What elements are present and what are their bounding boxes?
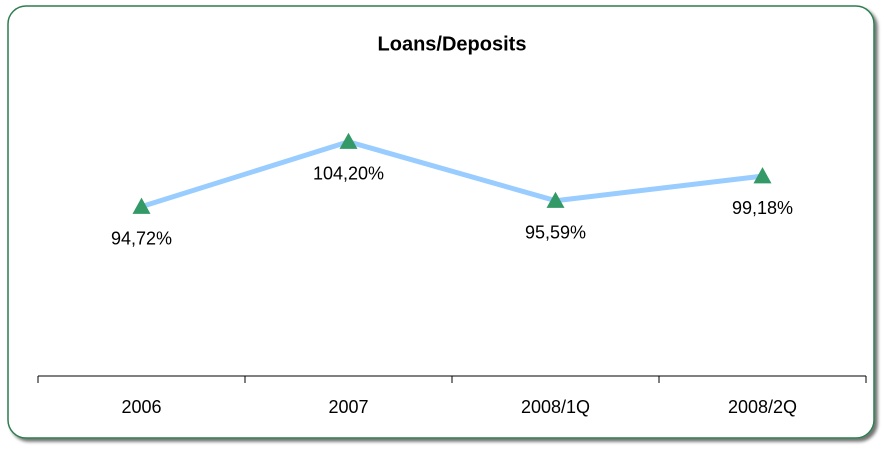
data-marker <box>546 191 565 208</box>
x-tick-label: 2008/1Q <box>521 397 590 417</box>
data-line <box>140 139 763 210</box>
x-tick-label: 2007 <box>328 397 368 417</box>
data-label: 94,72% <box>111 228 172 248</box>
chart-title: Loans/Deposits <box>378 33 527 55</box>
data-marker <box>753 167 772 184</box>
data-marker <box>339 132 358 149</box>
chart-frame <box>7 5 875 439</box>
data-label: 99,18% <box>732 198 793 218</box>
data-marker <box>132 197 151 214</box>
data-label: 95,59% <box>525 222 586 242</box>
data-label: 104,20% <box>313 163 384 183</box>
x-tick-label: 2008/2Q <box>728 397 797 417</box>
x-tick-label: 2006 <box>121 397 161 417</box>
